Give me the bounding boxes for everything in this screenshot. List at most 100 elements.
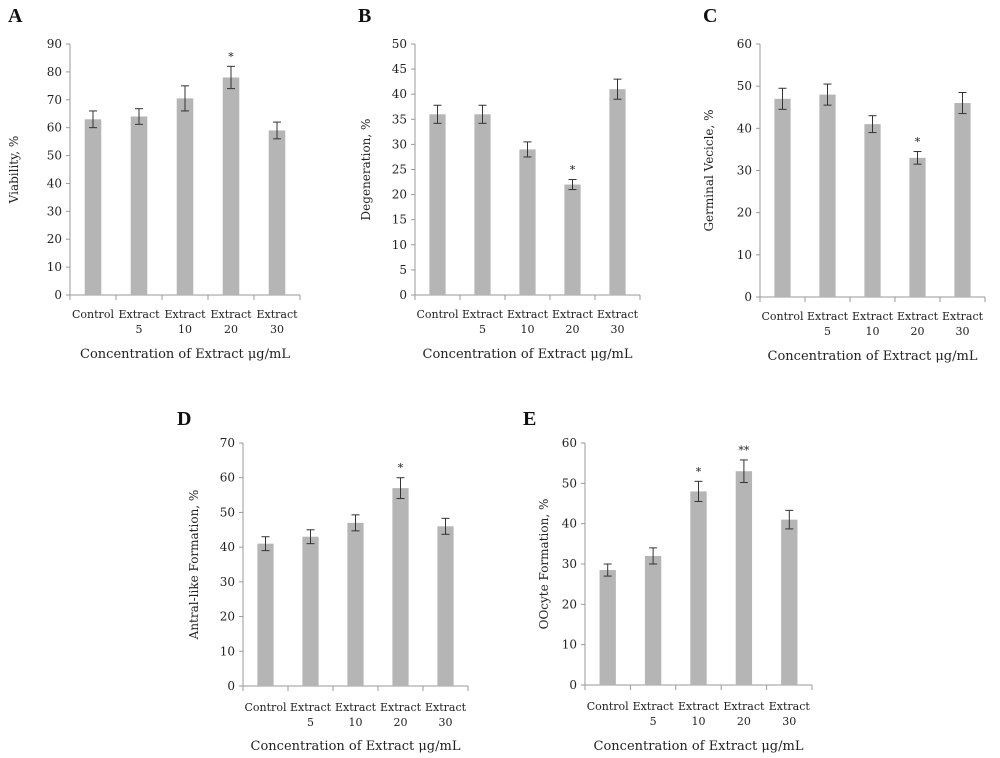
y-tick-label: 0 [569, 678, 577, 692]
panel-letter: C [703, 5, 717, 27]
bar [774, 98, 791, 297]
y-axis-title: Degeneration, % [359, 119, 373, 221]
y-tick-label: 40 [737, 121, 752, 135]
x-category-label: Extract [425, 701, 467, 714]
y-tick-label: 0 [744, 290, 752, 304]
y-tick-label: 30 [47, 204, 62, 218]
x-category-label: 20 [566, 323, 580, 336]
y-tick-label: 20 [737, 206, 752, 220]
bar [690, 491, 707, 685]
x-category-label: Extract [164, 308, 206, 321]
y-axis-title: Germinal Vecicle, % [702, 109, 716, 231]
x-category-label: 10 [692, 715, 706, 728]
x-category-label: 30 [439, 716, 453, 729]
x-category-label: Control [762, 310, 804, 323]
x-category-label: 30 [270, 323, 284, 336]
y-axis-title: OOcyte Formation, % [537, 499, 551, 630]
bar [474, 114, 491, 295]
y-tick-label: 80 [47, 65, 62, 79]
x-category-label: Extract [942, 310, 984, 323]
bar [268, 130, 286, 295]
y-tick-label: 25 [392, 163, 407, 177]
y-tick-label: 40 [47, 176, 62, 190]
y-tick-label: 60 [737, 37, 752, 51]
y-tick-label: 70 [220, 436, 235, 450]
chart-panel-e: E 0 10 20 30 40 50 60 Control Extract 5 * Extract 10 *… [523, 408, 813, 754]
y-tick-label: 35 [392, 112, 407, 126]
y-tick-label: 40 [562, 517, 577, 531]
x-category-label: Extract [597, 308, 639, 321]
x-category-label: Extract [723, 700, 765, 713]
x-category-label: 5 [479, 323, 486, 336]
chart-panel-a: A 0 10 20 30 40 50 60 70 80 90 Control Extract 5 Extra… [7, 5, 301, 362]
x-category-label: Extract [507, 308, 549, 321]
significance-marker: * [228, 50, 234, 63]
y-tick-label: 30 [220, 575, 235, 589]
y-tick-label: 30 [392, 137, 407, 151]
significance-marker: ** [738, 444, 750, 457]
x-category-label: Extract [678, 700, 720, 713]
y-tick-label: 40 [392, 87, 407, 101]
y-tick-label: 0 [54, 288, 62, 302]
y-tick-label: 20 [392, 188, 407, 202]
bar [429, 114, 446, 295]
y-tick-label: 20 [562, 597, 577, 611]
x-category-label: Extract [552, 308, 594, 321]
x-axis-title: Concentration of Extract μg/mL [768, 349, 978, 364]
y-tick-label: 50 [47, 149, 62, 163]
bar [954, 103, 971, 298]
x-category-label: 10 [178, 323, 192, 336]
bar [176, 98, 194, 295]
bar [599, 570, 616, 685]
y-tick-label: 10 [220, 644, 235, 658]
y-tick-label: 15 [392, 213, 407, 227]
y-tick-label: 70 [47, 93, 62, 107]
bar [222, 77, 240, 295]
x-category-label: 5 [824, 325, 831, 338]
bar [347, 522, 364, 686]
y-axis-title: Viability, % [7, 136, 21, 205]
y-tick-label: 20 [47, 232, 62, 246]
y-tick-label: 10 [392, 238, 407, 252]
y-tick-label: 60 [562, 436, 577, 450]
x-category-label: 10 [349, 716, 363, 729]
bar [781, 519, 798, 685]
y-tick-label: 20 [220, 610, 235, 624]
x-category-label: 10 [866, 325, 880, 338]
y-tick-label: 90 [47, 37, 62, 51]
y-tick-label: 10 [737, 248, 752, 262]
y-tick-label: 50 [737, 79, 752, 93]
x-category-label: Control [587, 700, 629, 713]
bar [84, 119, 102, 295]
panel-letter: A [8, 5, 23, 27]
y-axis-title: Antral-like Formation, % [187, 490, 201, 641]
bar [519, 149, 536, 295]
x-category-label: Extract [256, 308, 298, 321]
x-category-label: Control [72, 308, 114, 321]
x-category-label: Extract [462, 308, 504, 321]
significance-marker: * [915, 136, 921, 149]
y-tick-label: 60 [47, 121, 62, 135]
y-tick-label: 10 [562, 638, 577, 652]
y-tick-label: 5 [399, 263, 407, 277]
y-tick-label: 30 [737, 164, 752, 178]
bar [302, 536, 319, 686]
x-category-label: 20 [911, 325, 925, 338]
x-category-label: Extract [807, 310, 849, 323]
x-category-label: 20 [394, 716, 408, 729]
significance-marker: * [570, 164, 576, 177]
x-category-label: 30 [956, 325, 970, 338]
x-category-label: 5 [307, 716, 314, 729]
x-category-label: Control [245, 701, 287, 714]
x-category-label: 5 [650, 715, 657, 728]
bar [392, 488, 409, 686]
x-category-label: Extract [380, 701, 422, 714]
x-category-label: 20 [224, 323, 238, 336]
bar [644, 555, 662, 685]
x-category-label: Extract [769, 700, 811, 713]
y-tick-label: 50 [562, 476, 577, 490]
